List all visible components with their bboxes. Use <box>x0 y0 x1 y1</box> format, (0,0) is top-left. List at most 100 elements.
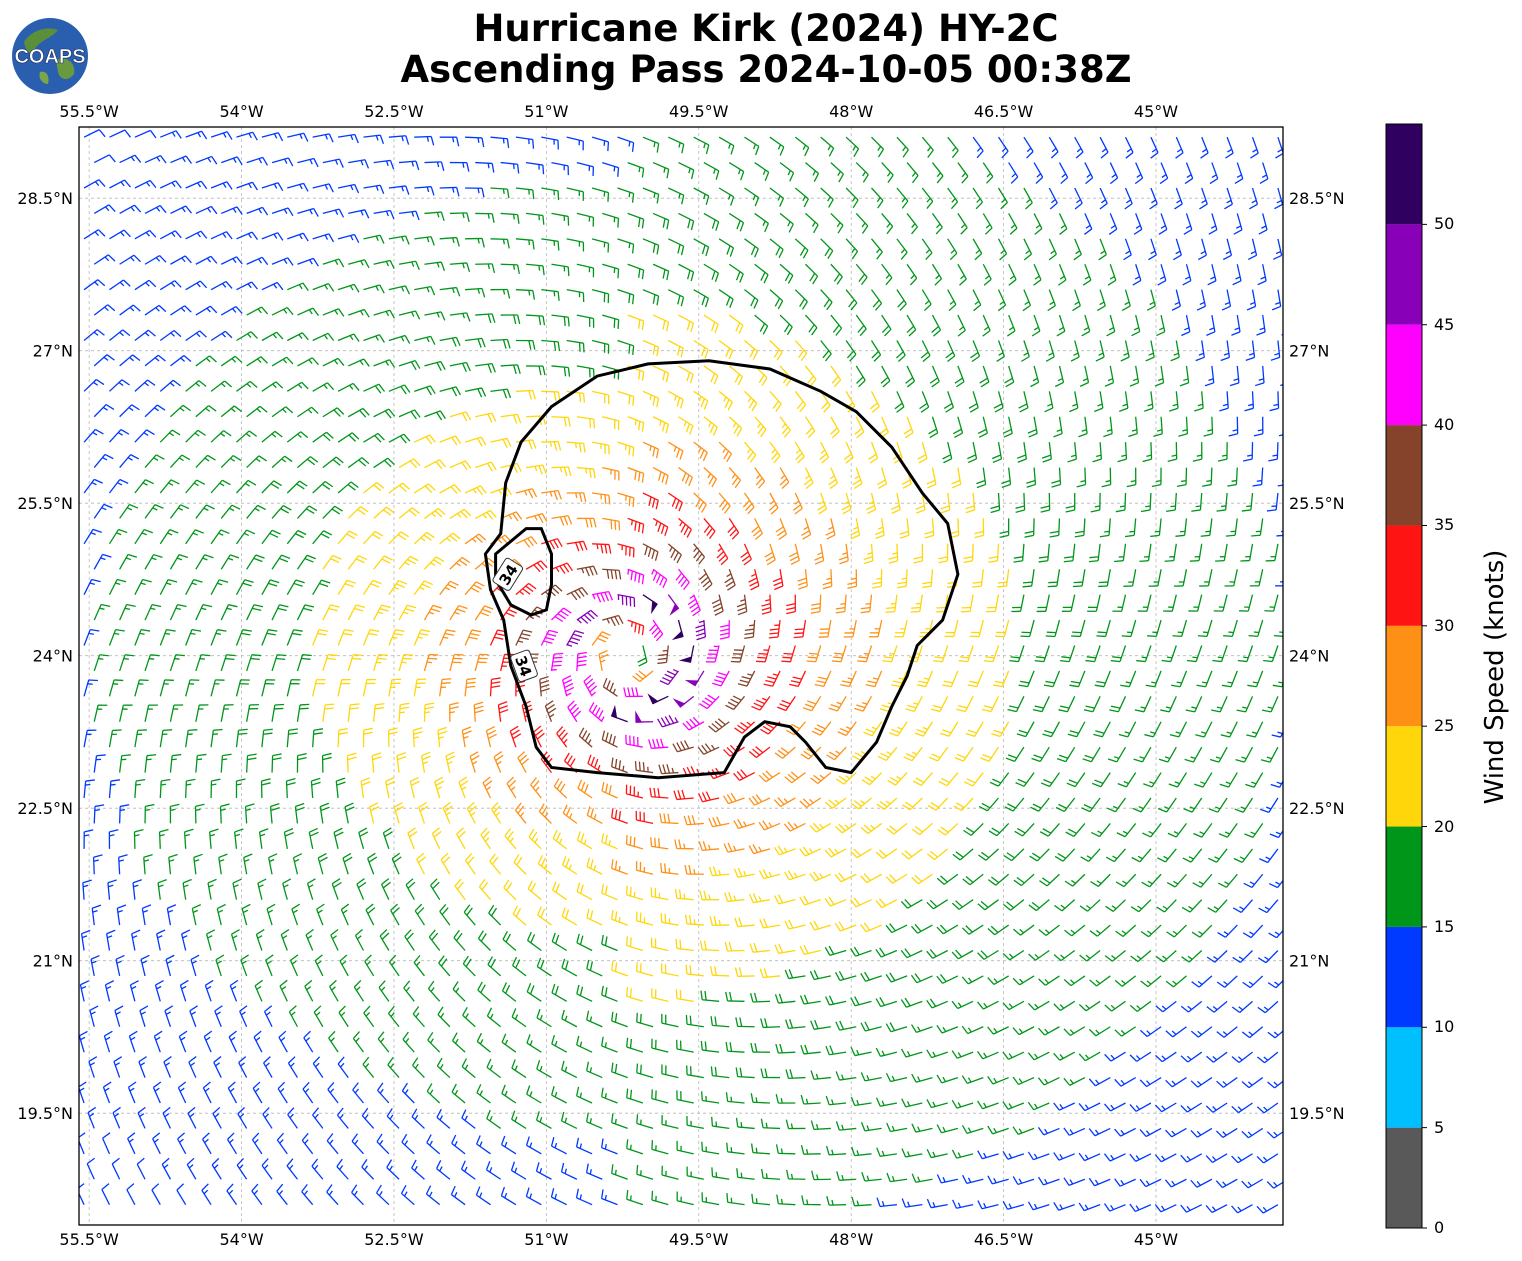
wind-barb <box>91 904 102 926</box>
wind-barb <box>451 1032 466 1053</box>
wind-barb <box>291 903 301 926</box>
wind-barb <box>1003 899 1025 911</box>
wind-barb <box>83 528 102 545</box>
wind-barb <box>1266 1181 1283 1189</box>
wind-barb <box>826 1196 847 1206</box>
wind-barb <box>271 306 294 316</box>
wind-barb <box>279 979 288 1002</box>
wind-barb <box>1171 670 1188 688</box>
wind-barb <box>760 1118 781 1130</box>
wind-barb <box>1218 823 1238 838</box>
wind-barb <box>872 569 883 589</box>
wind-barb <box>635 911 654 926</box>
wind-barb <box>398 604 417 621</box>
wind-barb <box>1110 645 1127 663</box>
wind-barb <box>402 1031 415 1053</box>
wind-barb <box>1155 950 1177 963</box>
wind-barb <box>1167 442 1178 462</box>
wind-barb <box>480 827 492 850</box>
wind-barb <box>207 878 217 900</box>
wind-barb <box>566 136 584 151</box>
wind-barb <box>1053 1051 1076 1061</box>
wind-barb <box>460 1160 476 1180</box>
wind-barb <box>134 578 152 595</box>
wind-barb <box>109 279 131 291</box>
wind-barb <box>1106 797 1127 813</box>
wind-barb <box>93 654 109 672</box>
wind-barb <box>159 629 176 646</box>
wind-barb <box>776 1194 796 1206</box>
wind-barb <box>189 1005 198 1027</box>
wind-barb <box>513 854 527 875</box>
wind-barb <box>261 331 284 342</box>
wind-barb <box>870 340 882 362</box>
wind-barb <box>428 929 441 951</box>
wind-barb <box>976 1000 999 1010</box>
wind-barb <box>1176 467 1188 487</box>
wind-barb <box>515 339 536 350</box>
wind-barb <box>162 1106 172 1129</box>
wind-barb <box>541 490 562 501</box>
wind-barb <box>398 210 420 221</box>
wind-barb <box>1219 391 1229 412</box>
wind-barb <box>1063 1077 1086 1086</box>
wind-barb <box>649 787 669 799</box>
wind-barb <box>541 187 560 201</box>
wind-barb <box>134 528 153 545</box>
wind-barb <box>1150 136 1159 159</box>
wind-barb <box>562 675 575 697</box>
wind-barb <box>183 828 194 849</box>
wind-barb <box>926 1148 948 1159</box>
wind-barb <box>1241 1077 1264 1089</box>
wind-barb <box>1006 314 1016 337</box>
wind-barb <box>398 160 420 171</box>
wind-barb <box>748 794 771 806</box>
wind-barb <box>286 679 301 697</box>
wind-barb <box>452 981 466 1002</box>
wind-barb <box>202 1081 212 1104</box>
wind-barb <box>140 954 150 977</box>
wind-barb <box>450 1185 466 1206</box>
wind-barb <box>373 506 395 519</box>
wind-barb <box>490 802 502 824</box>
wind-barb <box>775 518 788 540</box>
wind-barb <box>552 881 568 901</box>
wind-barb <box>617 339 635 356</box>
wind-barb <box>725 695 746 711</box>
wind-barb <box>1155 1051 1177 1063</box>
wind-barb <box>701 1141 720 1155</box>
wind-barb <box>982 314 991 337</box>
wind-barb <box>1023 238 1033 261</box>
wind-barb <box>1191 975 1213 988</box>
wind-barb <box>600 1189 618 1206</box>
wind-barb <box>1027 1151 1050 1161</box>
wind-barb <box>1197 238 1208 261</box>
wind-barb <box>830 263 843 285</box>
wind-barb <box>668 289 685 307</box>
wind-barb <box>528 828 542 850</box>
wind-barb <box>337 183 360 194</box>
wind-barb <box>855 263 868 286</box>
wind-barb <box>102 1081 112 1104</box>
wind-barb <box>537 906 552 926</box>
wind-barb <box>718 289 734 309</box>
wind-barb <box>784 919 806 930</box>
wind-barb <box>1018 391 1029 413</box>
wind-barb <box>1024 518 1035 538</box>
wind-barb <box>227 1081 238 1104</box>
wind-barb <box>972 136 984 159</box>
wind-barb <box>779 212 794 233</box>
wind-barb <box>108 779 121 799</box>
wind-barb <box>803 467 814 490</box>
wind-barb <box>627 568 645 585</box>
wind-barb <box>126 1183 136 1205</box>
wind-barb <box>246 306 269 316</box>
wind-barb <box>1058 696 1076 713</box>
wind-barb <box>927 797 949 811</box>
wind-barb <box>79 1132 86 1155</box>
wind-barb <box>785 1069 806 1080</box>
wind-barb <box>414 385 436 396</box>
wind-barb <box>322 703 335 722</box>
wind-barb <box>119 354 141 367</box>
